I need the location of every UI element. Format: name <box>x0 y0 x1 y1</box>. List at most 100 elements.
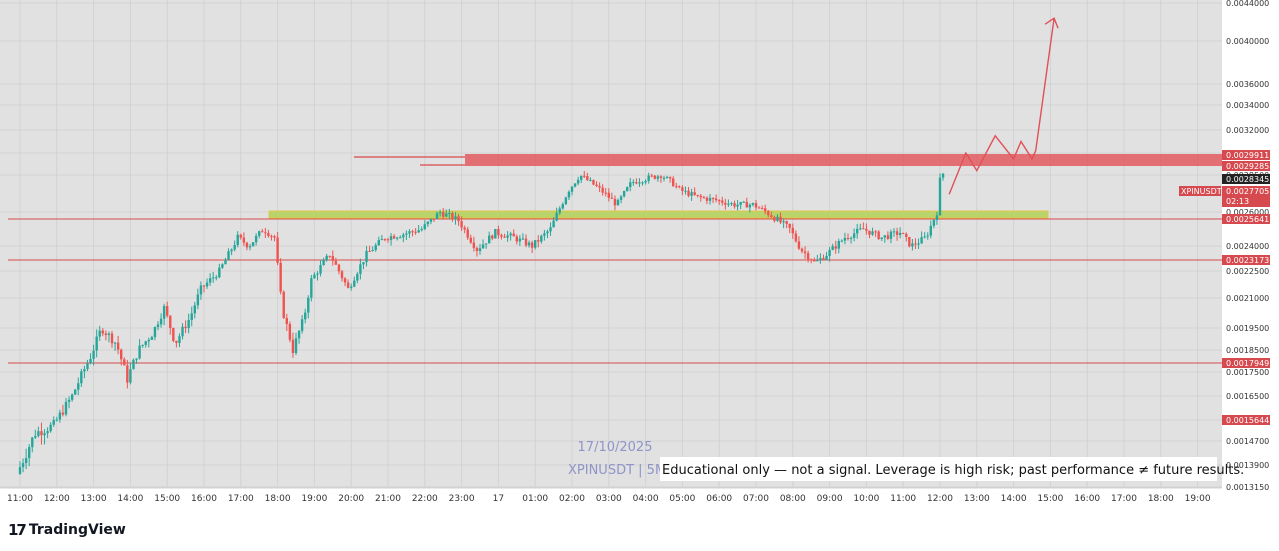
candle-body <box>279 262 282 292</box>
candle-body <box>644 180 647 183</box>
candlestick-series <box>18 170 945 475</box>
time-tick-label: 13:00 <box>81 494 107 504</box>
price-label-0015644: 0.0015644 <box>1222 415 1270 425</box>
candle-body <box>101 330 104 334</box>
tradingview-logo-icon: 𝟭𝟳 <box>8 521 27 539</box>
candle-body <box>764 208 767 212</box>
svg-text:0.0027705: 0.0027705 <box>1226 187 1269 196</box>
time-tick-label: 10:00 <box>853 494 879 504</box>
candle-body <box>331 256 334 261</box>
candle-body <box>150 337 154 340</box>
candle-body <box>665 176 669 178</box>
candle-body <box>754 203 758 208</box>
candle-body <box>123 359 126 366</box>
candle-body <box>442 212 445 217</box>
candle-body <box>334 260 338 265</box>
candle-body <box>675 186 678 188</box>
time-tick-label: 23:00 <box>449 494 475 504</box>
candle-body <box>567 191 571 198</box>
candle-body <box>653 175 656 179</box>
candle-body <box>291 339 295 353</box>
candle-body <box>684 190 687 192</box>
candle-body <box>846 238 850 240</box>
time-tick-label: 06:00 <box>706 494 732 504</box>
candle-body <box>540 235 543 242</box>
price-tick-label: 0.0036000 <box>1226 80 1269 89</box>
candle-body <box>245 242 249 248</box>
candle-body <box>837 240 840 249</box>
price-tick-label: 0.0017500 <box>1226 368 1269 377</box>
candle-body <box>527 242 531 246</box>
candle-body <box>104 333 108 335</box>
candle-body <box>37 431 40 436</box>
time-tick-label: 01:00 <box>522 494 548 504</box>
candle-body <box>481 244 485 249</box>
candle-body <box>377 240 380 246</box>
candle-body <box>46 431 49 434</box>
candle-body <box>803 251 807 254</box>
candle-body <box>770 215 773 218</box>
candle-body <box>380 239 384 241</box>
candle-body <box>638 182 641 184</box>
candle-body <box>389 236 393 240</box>
price-tick-label: 0.0026000 <box>1226 208 1269 217</box>
candle-body <box>592 179 595 185</box>
candle-body <box>570 186 574 192</box>
symbol-watermark: XPINUSDT | 5M <box>568 463 666 478</box>
candle-body <box>923 236 926 238</box>
candle-body <box>760 208 764 210</box>
time-tick-label: 16:00 <box>1074 494 1100 504</box>
candle-body <box>411 231 414 233</box>
candle-body <box>705 197 709 201</box>
candle-body <box>350 286 353 288</box>
candle-body <box>457 216 460 222</box>
candle-body <box>107 333 111 335</box>
candle-body <box>254 235 258 243</box>
candle-body <box>889 231 893 239</box>
candle-body <box>739 202 742 205</box>
candle-body <box>751 203 755 205</box>
candle-body <box>184 326 187 329</box>
time-tick-label: 12:00 <box>44 494 70 504</box>
candle-body <box>690 192 693 196</box>
candle-body <box>67 399 71 402</box>
time-tick-label: 20:00 <box>338 494 364 504</box>
candle-body <box>328 255 331 257</box>
candle-body <box>28 447 31 459</box>
candle-body <box>132 359 135 370</box>
candle-body <box>359 264 362 274</box>
candle-body <box>386 239 390 241</box>
candle-body <box>757 207 761 209</box>
candle-body <box>555 212 558 221</box>
candle-body <box>224 259 227 265</box>
candle-body <box>494 229 497 239</box>
candle-body <box>472 242 476 248</box>
candle-body <box>438 212 442 214</box>
candle-body <box>396 237 399 239</box>
candle-body <box>172 328 175 341</box>
tradingview-logo-text: TradingView <box>28 522 126 538</box>
svg-text:0.0028345: 0.0028345 <box>1226 175 1269 184</box>
candle-body <box>340 271 344 279</box>
candle-body <box>18 467 22 474</box>
candle-body <box>371 250 374 252</box>
candle-body <box>810 259 813 261</box>
candle-body <box>622 191 626 197</box>
candle-body <box>586 176 589 181</box>
candle-body <box>589 179 592 181</box>
candle-body <box>736 204 739 207</box>
forecast-path <box>948 18 1055 195</box>
candle-body <box>543 233 546 236</box>
price-label-0025641: 0.0025641 <box>1222 214 1270 224</box>
time-tick-label: 04:00 <box>633 494 659 504</box>
candle-body <box>80 371 83 384</box>
candle-body <box>215 277 218 279</box>
candle-body <box>672 178 675 187</box>
candle-body <box>408 231 411 234</box>
candle-body <box>641 182 644 184</box>
time-tick-label: 17:00 <box>228 494 254 504</box>
candle-body <box>414 231 417 233</box>
time-tick-label: 13:00 <box>964 494 990 504</box>
price-tick-label: 0.0034000 <box>1226 101 1269 110</box>
